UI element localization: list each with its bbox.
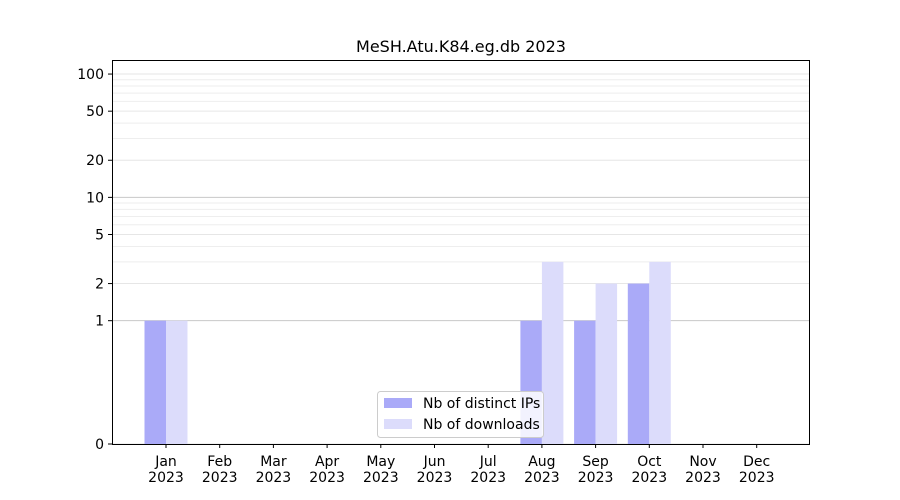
y-tick-label: 2: [95, 277, 104, 293]
bar-downloads: [166, 320, 188, 444]
x-tick-label-year: 2023: [202, 470, 238, 486]
x-tick-label-year: 2023: [578, 470, 614, 486]
legend-swatch-distinct-ips: [384, 398, 412, 408]
legend-label-distinct-ips: Nb of distinct IPs: [423, 396, 540, 412]
y-tick-label: 5: [95, 227, 104, 243]
x-tick-label-year: 2023: [739, 470, 775, 486]
x-tick-label-month: Nov: [689, 454, 716, 470]
legend: Nb of distinct IPs Nb of downloads: [377, 391, 544, 438]
x-tick-label-year: 2023: [524, 470, 560, 486]
x-tick-label-year: 2023: [417, 470, 453, 486]
legend-box: [377, 391, 544, 438]
x-tick-label-year: 2023: [685, 470, 721, 486]
x-tick-label-month: Apr: [315, 454, 339, 470]
chart-title: MeSH.Atu.K84.eg.db 2023: [356, 37, 566, 56]
y-tick-label: 20: [86, 153, 104, 169]
bar-distinct-ips: [627, 283, 650, 444]
x-tick-label-year: 2023: [470, 470, 506, 486]
x-tick-label-year: 2023: [256, 470, 292, 486]
y-tick-label: 0: [95, 437, 104, 453]
x-tick-label-year: 2023: [363, 470, 399, 486]
x-tick-label-month: Jul: [479, 454, 497, 470]
x-tick-label-month: Mar: [260, 454, 287, 470]
y-tick-label: 50: [86, 104, 104, 120]
x-tick-label-month: Jan: [154, 454, 177, 470]
legend-swatch-downloads: [384, 419, 412, 429]
y-tick-label: 100: [77, 67, 104, 83]
x-tick-label-year: 2023: [309, 470, 345, 486]
x-tick-label-month: Feb: [207, 454, 232, 470]
x-tick-label-month: Aug: [528, 454, 555, 470]
bar-downloads: [595, 283, 618, 444]
x-tick-label-month: Oct: [637, 454, 662, 470]
gridlines: [112, 73, 810, 445]
x-tick-label-month: Dec: [743, 454, 770, 470]
bar-downloads: [649, 261, 671, 444]
x-axis: Jan2023Feb2023Mar2023Apr2023May2023Jun20…: [148, 444, 775, 486]
bar-distinct-ips: [574, 320, 596, 444]
x-tick-label-year: 2023: [148, 470, 184, 486]
x-tick-label-year: 2023: [631, 470, 667, 486]
x-tick-label-month: May: [366, 454, 395, 470]
x-tick-label-month: Jun: [423, 454, 446, 470]
x-tick-label-month: Sep: [582, 454, 609, 470]
legend-label-downloads: Nb of downloads: [423, 417, 540, 433]
bar-downloads: [541, 261, 564, 444]
y-axis: 0 1 2 5 10 20 50 100: [77, 67, 112, 453]
y-tick-label: 10: [86, 190, 104, 206]
bar-distinct-ips: [144, 320, 166, 444]
y-tick-label: 1: [95, 314, 104, 330]
plot-frame: [112, 60, 810, 445]
